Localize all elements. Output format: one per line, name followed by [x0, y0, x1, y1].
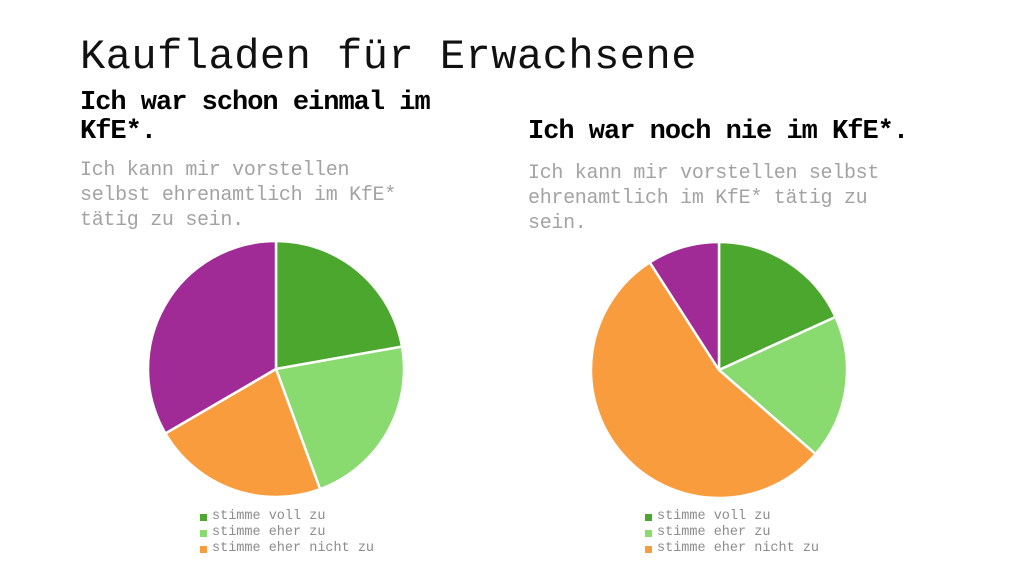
left-pie-chart	[146, 239, 406, 499]
legend-label: stimme eher zu	[212, 525, 326, 540]
legend-item: stimme voll zu	[200, 509, 374, 525]
right-chart-legend: stimme voll zu stimme eher zu stimme eher …	[645, 509, 819, 557]
legend-swatch-icon	[645, 513, 652, 521]
pie-slice-stimme-voll-zu	[274, 239, 404, 371]
legend-label: stimme voll zu	[657, 509, 771, 524]
legend-label: stimme eher zu	[657, 525, 771, 540]
pie-slice-unlabeled	[146, 239, 278, 435]
right-chart-question: Ich war noch nie im KfE*.	[528, 117, 909, 147]
legend-swatch-icon	[200, 513, 207, 521]
legend-swatch-icon	[200, 545, 207, 553]
legend-swatch-icon	[200, 529, 207, 537]
legend-item: stimme eher nicht zu	[200, 541, 374, 557]
legend-item: stimme voll zu	[645, 509, 819, 525]
legend-label: stimme eher nicht zu	[212, 541, 375, 556]
legend-item: stimme eher zu	[200, 525, 374, 541]
left-chart-statement: Ich kann mir vorstellen selbst ehrenamtl…	[80, 159, 396, 232]
pie-slice-stimme-eher-nicht-zu	[164, 367, 322, 499]
legend-item: stimme eher nicht zu	[645, 541, 819, 557]
left-chart-legend: stimme voll zu stimme eher zu stimme eher …	[200, 509, 374, 557]
legend-swatch-icon	[645, 529, 652, 537]
pie-slice-unlabeled	[648, 240, 721, 372]
legend-swatch-icon	[645, 545, 652, 553]
left-chart-question: Ich war schon einmal im KfE*.	[80, 88, 431, 147]
right-pie-chart	[589, 240, 849, 500]
right-chart-statement: Ich kann mir vorstellen selbst ehrenamtl…	[528, 162, 880, 235]
legend-item: stimme eher zu	[645, 525, 819, 541]
legend-label: stimme eher nicht zu	[657, 541, 820, 556]
slide-title: Kaufladen für Erwachsene	[80, 33, 697, 81]
pie-slice-stimme-voll-zu	[717, 240, 837, 372]
legend-label: stimme voll zu	[212, 509, 326, 524]
pie-slice-stimme-eher-nicht-zu	[589, 261, 817, 500]
pie-slice-stimme-eher-zu	[717, 315, 849, 456]
